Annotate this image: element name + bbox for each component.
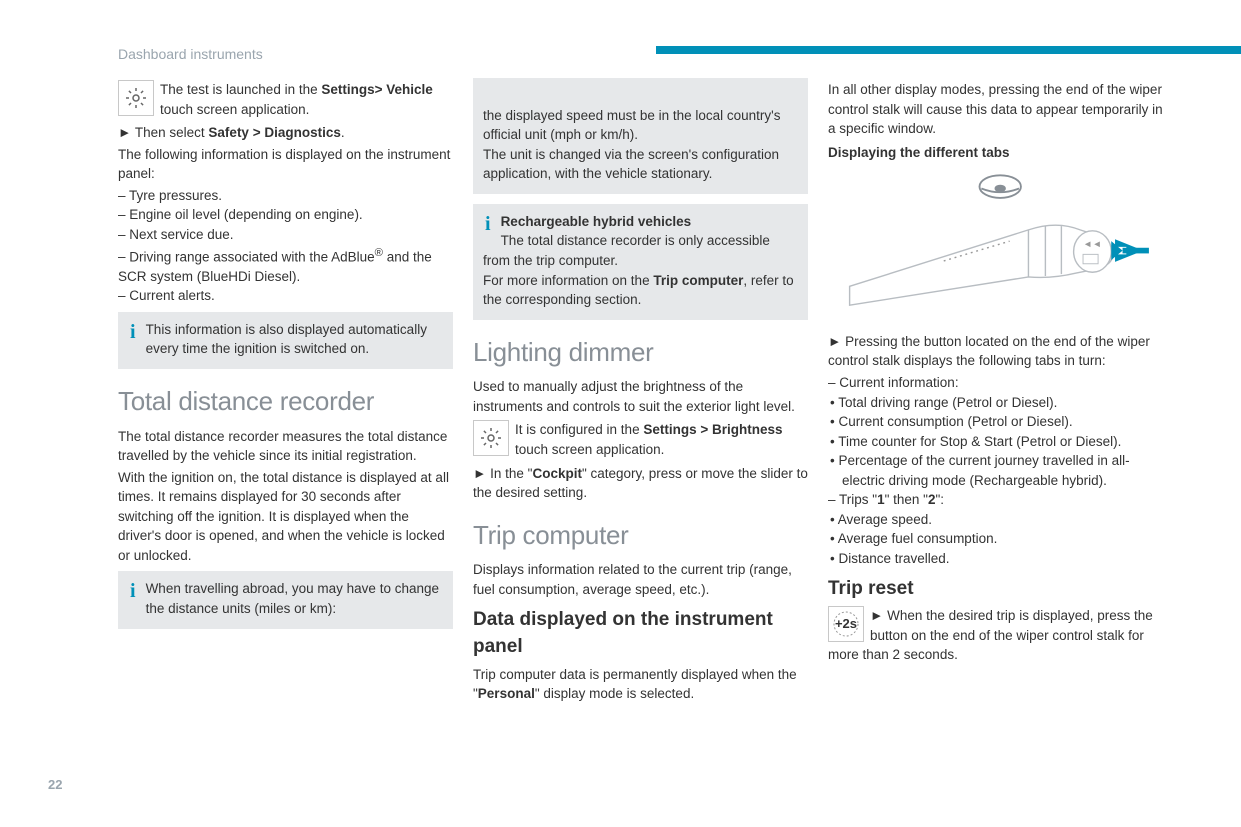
column-3: In all other display modes, pressing the… [828, 78, 1163, 706]
header-bar [656, 46, 1241, 54]
list-item: Driving range associated with the AdBlue… [118, 245, 453, 287]
instruction: In the "Cockpit" category, press or move… [473, 464, 808, 503]
list-item: Total driving range (Petrol or Diesel). [842, 393, 1163, 413]
tabs-list: Current information: Total driving range… [828, 373, 1163, 569]
bold-heading: Displaying the different tabs [828, 143, 1163, 163]
section-heading-total-distance: Total distance recorder [118, 383, 453, 421]
svg-text:◄◄: ◄◄ [1083, 238, 1102, 249]
list-item: Percentage of the current journey travel… [842, 451, 1163, 490]
gear-icon [473, 420, 509, 456]
paragraph: Displays information related to the curr… [473, 560, 808, 599]
info-text: This information is also displayed autom… [146, 322, 427, 357]
page-number: 22 [48, 776, 62, 795]
info-title: Rechargeable hybrid vehicles [501, 214, 692, 229]
info-icon: i [130, 577, 136, 606]
gear-icon [118, 80, 154, 116]
instruction: When the desired trip is displayed, pres… [828, 606, 1163, 665]
paragraph: The total distance recorder measures the… [118, 427, 453, 466]
list-item: Next service due. [118, 225, 453, 245]
instruction: Then select Safety > Diagnostics. [118, 123, 453, 143]
info-icon: i [485, 210, 491, 239]
info-callout-continued: the displayed speed must be in the local… [473, 78, 808, 194]
info-text: For more information on the Trip compute… [483, 273, 794, 308]
paragraph: It is configured in the Settings > Brigh… [473, 420, 808, 459]
paragraph: In all other display modes, pressing the… [828, 80, 1163, 139]
list-item: Engine oil level (depending on engine). [118, 205, 453, 225]
subsection-heading-trip-reset: Trip reset [828, 575, 1163, 603]
column-1: The test is launched in the Settings> Ve… [118, 78, 453, 706]
sublist: Average speed. Average fuel consumption.… [828, 510, 1163, 569]
list-item: Distance travelled. [842, 549, 1163, 569]
wiper-stalk-diagram: ◄◄ [828, 164, 1163, 324]
paragraph: With the ignition on, the total distance… [118, 468, 453, 566]
info-callout: i This information is also displayed aut… [118, 312, 453, 369]
section-heading-lighting-dimmer: Lighting dimmer [473, 334, 808, 372]
info-text: When travelling abroad, you may have to … [146, 581, 439, 616]
list-item: Current alerts. [118, 286, 453, 306]
sublist: Total driving range (Petrol or Diesel). … [828, 393, 1163, 491]
list-item: Current consumption (Petrol or Diesel). [842, 412, 1163, 432]
info-callout: i When travelling abroad, you may have t… [118, 571, 453, 628]
info-list: Tyre pressures. Engine oil level (depend… [118, 186, 453, 306]
info-icon: i [130, 318, 136, 347]
paragraph: The test is launched in the Settings> Ve… [118, 80, 453, 119]
list-item: Trips "1" then "2": Average speed. Avera… [828, 490, 1163, 568]
column-2: the displayed speed must be in the local… [473, 78, 808, 706]
list-item: Average speed. [842, 510, 1163, 530]
list-item: Time counter for Stop & Start (Petrol or… [842, 432, 1163, 452]
press-2s-icon: +2s [828, 606, 864, 642]
instruction: Pressing the button located on the end o… [828, 332, 1163, 371]
info-text: the displayed speed must be in the local… [483, 108, 781, 182]
subsection-heading: Data displayed on the instrument panel [473, 606, 808, 661]
paragraph: Used to manually adjust the brightness o… [473, 377, 808, 416]
list-item: Tyre pressures. [118, 186, 453, 206]
list-item: Average fuel consumption. [842, 529, 1163, 549]
header-section-title: Dashboard instruments [118, 44, 263, 64]
info-callout-hybrid: i Rechargeable hybrid vehicles The total… [473, 204, 808, 320]
paragraph: Trip computer data is permanently displa… [473, 665, 808, 704]
list-item: Current information: Total driving range… [828, 373, 1163, 490]
page-content: The test is launched in the Settings> Ve… [118, 78, 1163, 706]
info-text: The total distance recorder is only acce… [483, 233, 770, 268]
paragraph: The following information is displayed o… [118, 145, 453, 184]
section-heading-trip-computer: Trip computer [473, 517, 808, 555]
